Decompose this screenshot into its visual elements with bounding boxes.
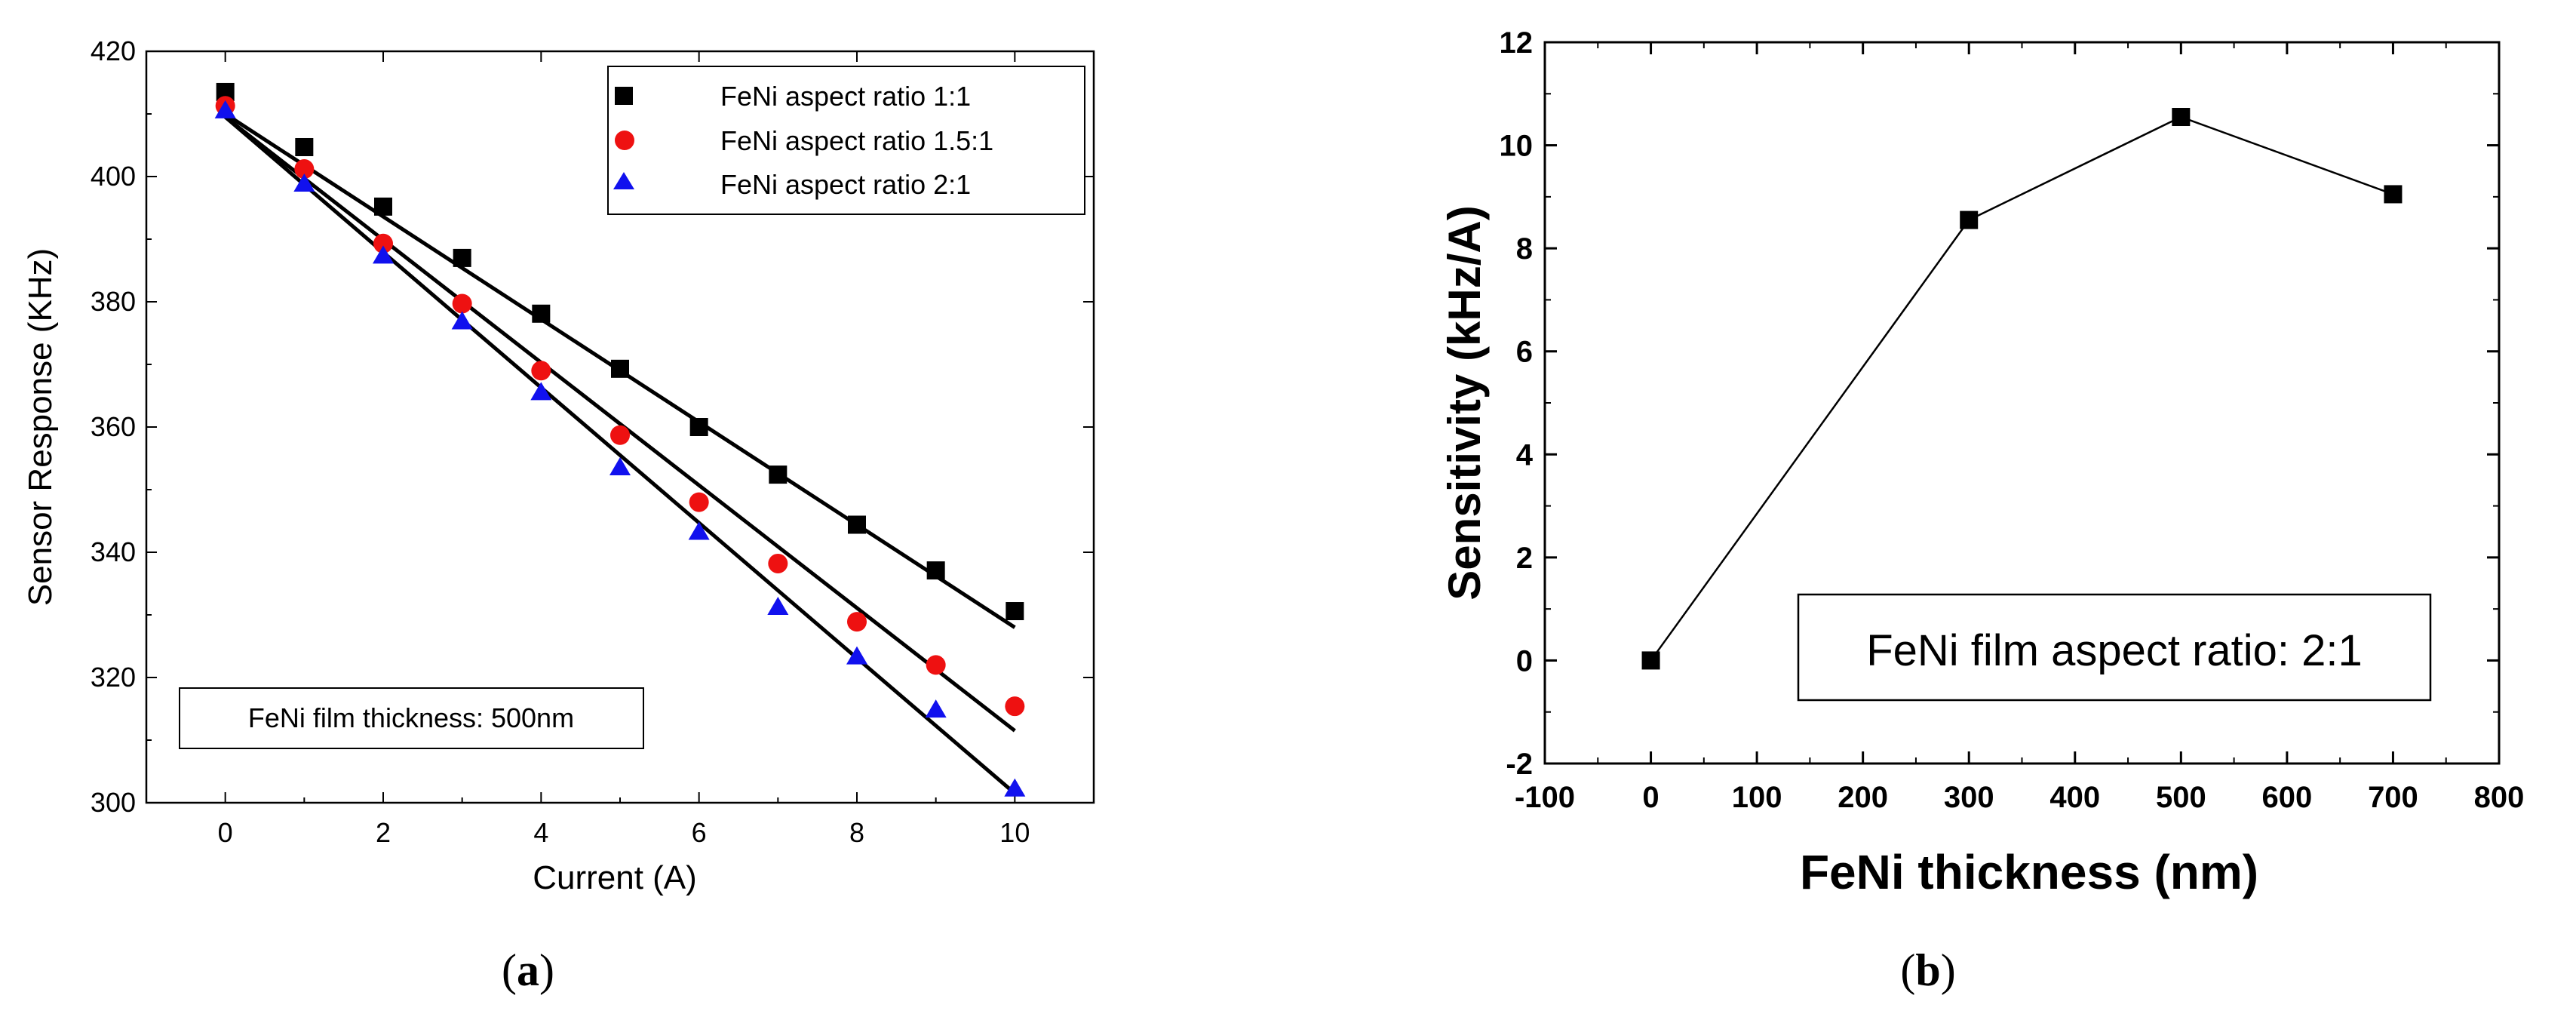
y-tick-label-8: 8 [1516,232,1533,266]
panel-a-data-points [214,82,1026,797]
x-tick-label-2: 2 [376,817,391,848]
point-feni-aspect-ratio-1-1-1 [295,137,314,156]
point-feni-aspect-ratio-1-5-1-7 [768,553,788,573]
fit-line-feni-aspect-ratio-1-5-1 [224,115,1016,733]
panel-a-caption-letter: a [517,945,539,995]
panel-b-series-line [1650,115,2393,662]
panel-a-caption: (a) [502,945,554,995]
panel-b-annotation: FeNi film aspect ratio: 2:1 [1797,593,2432,702]
y-tick-label-0: 0 [1516,644,1533,677]
legend-marker-square [615,87,633,105]
panel-a-x-axis-label: Current (A) [533,859,697,896]
x-tick-label-200: 200 [1838,781,1888,814]
legend-label-ratio-1-5-1: FeNi aspect ratio 1.5:1 [720,125,993,156]
panel-a-annotation: FeNi film thickness: 500nm [179,687,644,749]
legend-frame [607,66,1085,215]
y-tick-label-6: 6 [1516,336,1533,369]
x-tick-label-0: 0 [1642,781,1659,814]
x-tick-label-500: 500 [2156,781,2206,814]
panel-b-caption-letter: b [1915,945,1940,995]
y-tick-label-320: 320 [91,662,136,693]
panel-a-legend: FeNi aspect ratio 1:1 FeNi aspect ratio … [607,66,1085,215]
y-tick-label-300: 300 [91,787,136,818]
x-tick-label-8: 8 [849,817,864,848]
y-tick-label--2: -2 [1506,748,1533,781]
panel-b-x-axis-label: FeNi thickness (nm) [1800,845,2258,899]
y-tick-label-4: 4 [1516,438,1534,472]
point-feni-aspect-ratio-1-5-1-6 [689,492,709,512]
annotation-text: FeNi film thickness: 500nm [248,702,574,733]
series-line-sensitivity [1650,115,2393,662]
point-feni-aspect-ratio-1-1-3 [453,248,471,267]
x-tick-label-600: 600 [2262,781,2313,814]
point-feni-aspect-ratio-1-5-1-8 [847,612,867,632]
y-tick-label-400: 400 [91,161,136,192]
panel-a-ticks: 0 2 4 6 8 10 300 320 340 360 380 400 420 [91,35,1095,848]
point-feni-aspect-ratio-1-5-1-3 [452,293,472,314]
legend-label-ratio-2-1: FeNi aspect ratio 2:1 [720,169,971,200]
point-sensitivity-700 [2384,185,2403,204]
point-feni-aspect-ratio-2-1-2 [373,245,394,264]
point-feni-aspect-ratio-1-1-8 [848,515,866,534]
point-feni-aspect-ratio-1-1-5 [611,359,629,378]
point-feni-aspect-ratio-1-1-6 [689,418,708,436]
panel-b-ticks: -100 0 100 200 300 400 500 600 700 800 -2 0 2 4 6 8 10 12 [1500,26,2525,814]
point-feni-aspect-ratio-2-1-7 [767,597,789,616]
x-tick-label-10: 10 [999,817,1030,848]
x-tick-label-4: 4 [533,817,548,848]
legend-marker-triangle [613,172,634,189]
point-sensitivity-300 [1960,210,1979,229]
point-feni-aspect-ratio-2-1-8 [846,646,867,665]
point-feni-aspect-ratio-1-1-10 [1006,602,1024,621]
point-feni-aspect-ratio-1-1-9 [926,561,945,580]
x-tick-label-400: 400 [2049,781,2100,814]
point-feni-aspect-ratio-2-1-6 [688,521,710,540]
point-feni-aspect-ratio-2-1-10 [1004,778,1026,797]
point-feni-aspect-ratio-2-1-3 [451,311,473,330]
y-tick-label-12: 12 [1500,26,1534,60]
legend-label-ratio-1-1: FeNi aspect ratio 1:1 [720,81,971,112]
panel-b-chart: -100 0 100 200 300 400 500 600 700 800 -2 0 2 4 6 8 10 12… [1439,26,2524,995]
legend-marker-circle [615,131,634,150]
point-feni-aspect-ratio-2-1-5 [609,456,631,475]
fit-line-feni-aspect-ratio-2-1 [224,115,1016,795]
point-feni-aspect-ratio-1-1-4 [532,304,551,323]
annotation-frame [179,687,644,749]
x-tick-label--100: -100 [1515,781,1575,814]
y-tick-label-340: 340 [91,536,136,567]
point-feni-aspect-ratio-1-5-1-9 [926,655,946,675]
x-tick-label-0: 0 [218,817,233,848]
point-feni-aspect-ratio-1-5-1-1 [294,159,315,180]
point-feni-aspect-ratio-1-1-7 [769,465,788,484]
annotation-frame [1797,593,2432,702]
panel-b-data-points [1641,108,2403,670]
x-tick-label-100: 100 [1732,781,1782,814]
point-feni-aspect-ratio-1-5-1-2 [373,233,393,253]
panel-b-caption: (b) [1900,945,1955,995]
point-feni-aspect-ratio-1-5-1-4 [531,361,551,381]
y-tick-label-380: 380 [91,286,136,317]
panel-b-y-axis-label: Sensitivity (kHz/A) [1439,205,1490,600]
point-feni-aspect-ratio-1-5-1-10 [1005,696,1025,717]
y-tick-label-360: 360 [91,411,136,442]
panel-a-chart: 0 2 4 6 8 10 300 320 340 360 380 400 420 FeNi aspect… [22,35,1095,995]
x-tick-label-300: 300 [1944,781,1994,814]
x-tick-label-6: 6 [692,817,707,848]
point-feni-aspect-ratio-2-1-0 [214,100,236,118]
point-sensitivity-500 [2172,108,2191,127]
x-tick-label-700: 700 [2368,781,2418,814]
panel-a-y-axis-label: Sensor Response (KHz) [22,248,59,606]
y-tick-label-2: 2 [1516,542,1533,575]
point-feni-aspect-ratio-2-1-9 [925,699,947,718]
y-tick-label-420: 420 [91,35,136,66]
annotation-text: FeNi film aspect ratio: 2:1 [1866,626,2363,675]
x-tick-label-800: 800 [2474,781,2525,814]
point-feni-aspect-ratio-2-1-1 [293,173,315,192]
y-tick-label-10: 10 [1500,130,1534,163]
point-feni-aspect-ratio-2-1-4 [530,382,552,401]
point-feni-aspect-ratio-1-1-2 [374,197,392,216]
point-sensitivity-0 [1641,651,1660,670]
point-feni-aspect-ratio-1-5-1-5 [610,425,630,445]
